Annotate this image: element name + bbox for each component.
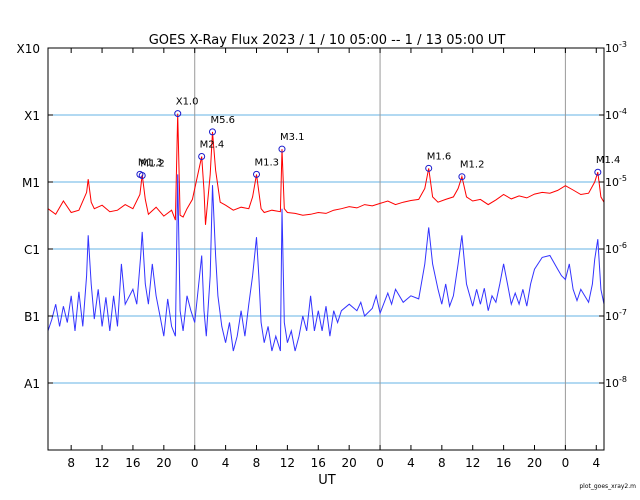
x-tick-label: 0 (191, 456, 199, 470)
flare-label: M5.6 (210, 115, 235, 126)
x-axis-label: UT (318, 473, 336, 488)
flare-marker (253, 170, 260, 178)
flare-marker (138, 172, 146, 180)
x-tick-label: 0 (376, 456, 384, 470)
flare-marker (458, 173, 466, 181)
flux-label: 10-5 (605, 174, 627, 189)
x-tick-label: 4 (222, 456, 230, 470)
flare-label: M1.4 (596, 155, 621, 166)
x-axis-ticks: 8 12 16 20 0 4 8 12 16 20 0 4 8 12 16 20 0 4 (67, 48, 600, 470)
x-tick-label: 20 (527, 456, 542, 470)
x-tick-label: 0 (562, 456, 570, 470)
x-tick-label: 16 (496, 456, 511, 470)
flux-label: 10-7 (605, 308, 627, 323)
flare-marker (425, 164, 433, 172)
flare-label: X1.0 (176, 97, 199, 108)
flare-label: M1.6 (427, 151, 452, 162)
x-tick-label: 16 (125, 456, 140, 470)
flare-label: M1.2 (140, 159, 165, 170)
x-tick-label: 12 (465, 456, 480, 470)
flare-marker (174, 110, 182, 118)
right-axis-flux-labels: 10-3 10-4 10-5 10-6 10-7 10-8 (599, 40, 627, 390)
series-line-long-channel (47, 113, 605, 225)
x-tick-label: 20 (156, 456, 171, 470)
series-line-short-channel (47, 174, 605, 352)
flare-marker (278, 145, 286, 153)
flare-label: M1.3 (255, 157, 280, 168)
flux-label: 10-8 (605, 375, 627, 390)
flare-marker (198, 153, 206, 161)
x-tick-label: 16 (311, 456, 326, 470)
x-tick-label: 12 (280, 456, 295, 470)
x-tick-label: 12 (94, 456, 109, 470)
flare-marker (208, 128, 216, 136)
footer-note: plot_goes_xray2.m (579, 483, 636, 490)
left-axis-class-labels: A1 B1 C1 M1 X1 X10 (17, 42, 53, 391)
flare-label: M1.2 (460, 160, 485, 171)
series-layer (47, 113, 605, 352)
flare-label: M3.1 (280, 132, 305, 143)
flare-label: M2.4 (200, 140, 225, 151)
flare-label: M1.3 (138, 157, 163, 168)
x-tick-label: 20 (342, 456, 357, 470)
x-tick-label: 4 (592, 456, 600, 470)
class-label-b1: B1 (24, 310, 40, 324)
x-tick-label: 8 (253, 456, 261, 470)
x-tick-label: 8 (67, 456, 75, 470)
class-label-m1: M1 (22, 176, 40, 190)
flare-annotations: X1.0M5.6M2.4M3.1M1.3M1.2 M1.3M1.6M1.2 M1.4 (136, 97, 621, 181)
class-label-x1: X1 (24, 109, 40, 123)
x-tick-label: 8 (438, 456, 446, 470)
flare-marker (594, 168, 602, 176)
x-tick-label: 4 (407, 456, 415, 470)
chart-title: GOES X-Ray Flux 2023 / 1 / 10 05:00 -- 1… (149, 33, 506, 48)
flux-label: 10-3 (605, 40, 627, 55)
class-label-c1: C1 (24, 243, 40, 257)
class-label-a1: A1 (24, 377, 40, 391)
flux-label: 10-6 (605, 241, 627, 256)
flux-label: 10-4 (605, 107, 627, 122)
class-label-x10: X10 (17, 42, 41, 56)
